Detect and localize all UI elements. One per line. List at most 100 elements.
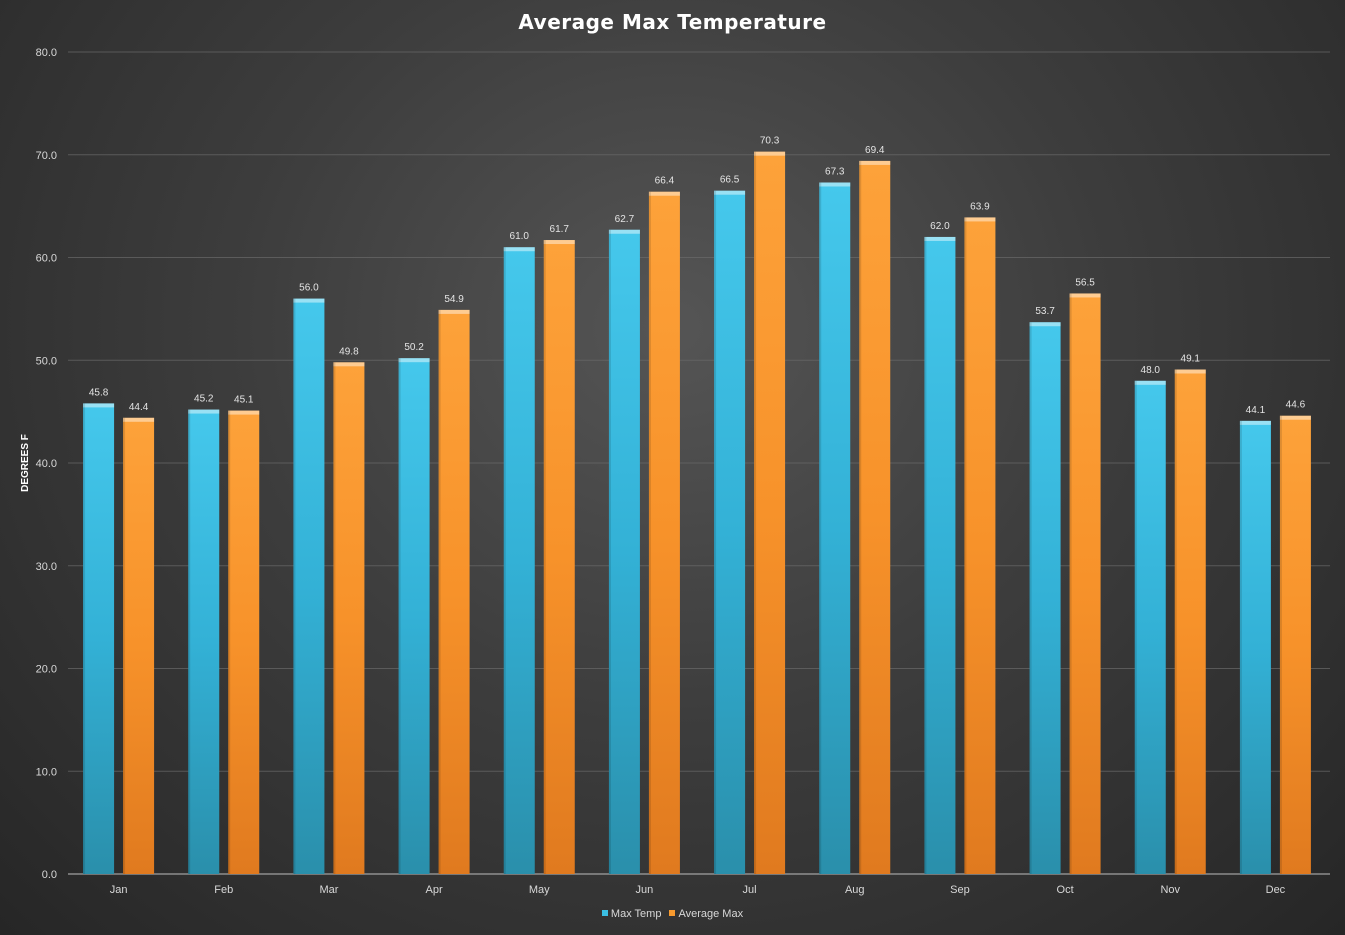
y-tick-label: 10.0 <box>36 766 57 778</box>
bar-edge-shade <box>608 229 611 874</box>
bar-top-highlight <box>608 229 640 234</box>
bar-max-temp <box>293 298 325 875</box>
data-label: 61.7 <box>550 224 570 235</box>
y-axis-title: DEGREES F <box>20 434 31 492</box>
data-label: 56.0 <box>299 283 319 294</box>
x-tick-label: Apr <box>426 884 443 896</box>
bar-top-highlight <box>333 362 365 367</box>
data-label: 49.8 <box>339 346 359 357</box>
data-label: 45.8 <box>89 387 109 398</box>
data-label: 66.4 <box>655 176 675 187</box>
data-label: 63.9 <box>970 201 990 212</box>
bar-edge-shade <box>859 160 862 875</box>
legend-swatch <box>669 910 676 916</box>
bar-edge-shade <box>924 236 927 874</box>
chart-title: Average Max Temperature <box>518 10 827 34</box>
y-tick-label: 0.0 <box>42 869 57 881</box>
legend-label: Average Max <box>678 908 744 920</box>
legend-swatch <box>601 910 608 916</box>
bar-edge-shade <box>714 190 717 874</box>
bar-max-temp <box>1134 380 1166 874</box>
data-label: 56.5 <box>1075 277 1095 288</box>
y-tick-label: 80.0 <box>36 47 57 59</box>
bar-edge-shade <box>648 191 651 875</box>
data-label: 50.2 <box>404 342 424 353</box>
bar-edge-shade <box>1029 322 1032 874</box>
bar-edge-shade <box>293 298 296 875</box>
data-label: 69.4 <box>865 145 885 156</box>
bar-top-highlight <box>714 190 746 195</box>
bar-max-temp <box>1239 420 1271 874</box>
bar-average-max <box>964 217 996 875</box>
x-tick-label: Mar <box>319 884 338 896</box>
bar-max-temp <box>503 247 535 875</box>
bar-top-highlight <box>819 182 851 187</box>
x-tick-label: Sep <box>950 884 970 896</box>
data-label: 44.4 <box>129 402 149 413</box>
bar-max-temp <box>188 409 220 874</box>
data-label: 44.1 <box>1246 405 1266 416</box>
data-label: 70.3 <box>760 136 780 147</box>
bar-average-max <box>1174 369 1206 874</box>
data-label: 62.7 <box>615 214 635 225</box>
data-label: 61.0 <box>510 231 530 242</box>
bar-average-max <box>859 160 891 875</box>
bar-top-highlight <box>398 358 430 363</box>
data-label: 45.1 <box>234 395 254 406</box>
bar-top-highlight <box>293 298 325 303</box>
data-label: 54.9 <box>444 294 464 305</box>
bar-top-highlight <box>503 247 535 252</box>
bar-average-max <box>1069 293 1101 874</box>
y-tick-label: 70.0 <box>36 150 57 162</box>
bar-edge-shade <box>1174 369 1177 874</box>
bar-edge-shade <box>398 358 401 874</box>
x-tick-label: Jan <box>110 884 128 896</box>
legend-item: Average Max <box>669 908 743 920</box>
bar-average-max <box>754 151 786 875</box>
bar-edge-shade <box>964 217 967 875</box>
bar-top-highlight <box>924 236 956 241</box>
bar-edge-shade <box>228 410 231 874</box>
bar-top-highlight <box>228 410 260 415</box>
bar-top-highlight <box>648 191 680 196</box>
bar-edge-shade <box>1279 415 1282 874</box>
bar-top-highlight <box>1174 369 1206 374</box>
bar-edge-shade <box>503 247 506 875</box>
bar-average-max <box>228 410 260 874</box>
bar-max-temp <box>924 236 956 874</box>
data-label: 67.3 <box>825 166 845 177</box>
y-tick-label: 60.0 <box>36 253 57 265</box>
x-tick-label: Jul <box>743 884 757 896</box>
x-tick-label: Nov <box>1160 884 1180 896</box>
bar-average-max <box>543 240 575 875</box>
data-label: 44.6 <box>1286 400 1306 411</box>
bar-edge-shade <box>1239 420 1242 874</box>
bar-average-max <box>438 309 470 875</box>
bar-top-highlight <box>1029 322 1061 327</box>
x-tick-label: Oct <box>1057 884 1074 896</box>
data-label: 49.1 <box>1181 353 1201 364</box>
x-tick-label: Dec <box>1266 884 1286 896</box>
bar-max-temp <box>83 403 115 874</box>
bar-top-highlight <box>859 160 891 165</box>
bar-top-highlight <box>1239 420 1271 425</box>
bar-edge-shade <box>188 409 191 874</box>
bar-edge-shade <box>754 151 757 875</box>
bar-edge-shade <box>819 182 822 874</box>
bar-top-highlight <box>754 151 786 156</box>
bar-average-max <box>1279 415 1311 874</box>
data-label: 66.5 <box>720 175 740 186</box>
data-label: 48.0 <box>1141 365 1161 376</box>
bar-edge-shade <box>83 403 86 874</box>
bar-top-highlight <box>123 417 155 422</box>
legend-item: Max Temp <box>601 908 661 920</box>
y-tick-label: 30.0 <box>36 561 57 573</box>
bar-edge-shade <box>543 240 546 875</box>
bar-top-highlight <box>1069 293 1101 298</box>
bar-max-temp <box>714 190 746 874</box>
x-tick-label: Jun <box>636 884 654 896</box>
bar-top-highlight <box>543 240 575 245</box>
y-tick-label: 20.0 <box>36 664 57 676</box>
